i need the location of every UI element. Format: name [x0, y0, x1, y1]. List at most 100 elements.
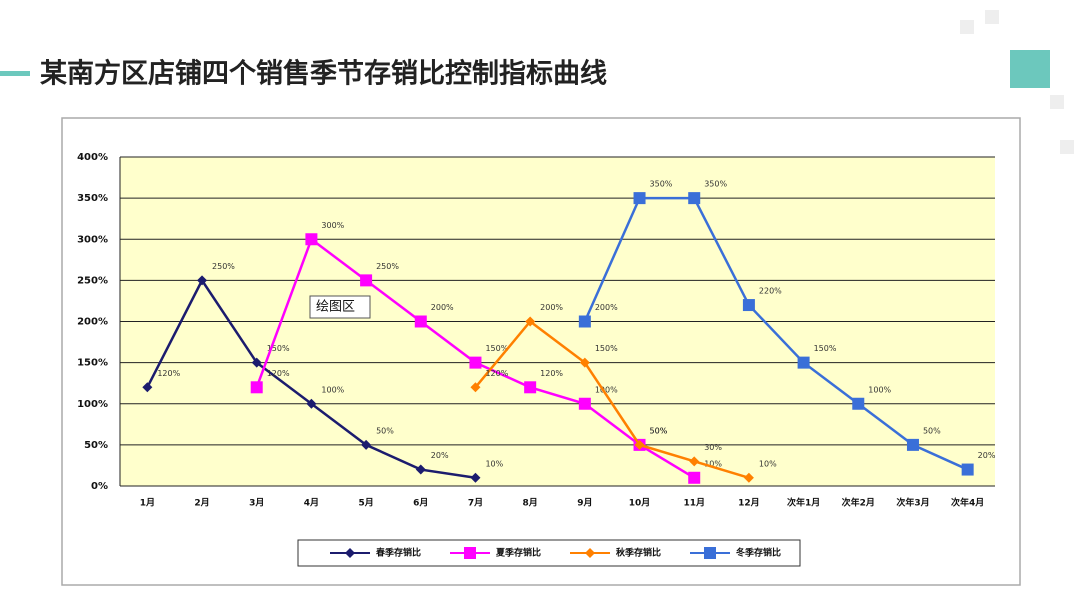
y-tick-label: 400% — [77, 152, 108, 163]
x-tick-label: 8月 — [523, 498, 538, 509]
data-label: 120% — [267, 369, 290, 378]
data-label: 200% — [540, 303, 563, 312]
data-label: 120% — [540, 369, 563, 378]
marker — [906, 438, 919, 451]
data-label: 50% — [650, 426, 668, 435]
marker — [688, 192, 701, 205]
marker — [961, 463, 974, 476]
x-tick-label: 11月 — [683, 498, 705, 509]
marker — [470, 472, 481, 483]
x-tick-label: 7月 — [468, 498, 483, 509]
marker — [797, 356, 810, 369]
marker — [464, 547, 476, 559]
data-label: 350% — [650, 180, 673, 189]
x-tick-label: 1月 — [140, 498, 155, 509]
y-tick-label: 0% — [91, 481, 108, 492]
data-label: 150% — [814, 344, 837, 353]
marker — [305, 233, 318, 246]
legend-label: 冬季存销比 — [736, 547, 781, 559]
data-label: 300% — [321, 221, 344, 230]
marker — [306, 398, 317, 409]
marker — [585, 548, 595, 558]
data-label: 150% — [267, 344, 290, 353]
marker — [743, 472, 754, 483]
decor — [1060, 140, 1074, 154]
data-label: 150% — [595, 344, 618, 353]
marker — [345, 548, 355, 558]
x-tick-label: 3月 — [249, 498, 264, 509]
x-tick-label: 次年2月 — [842, 497, 875, 509]
x-tick-label: 次年4月 — [951, 497, 984, 509]
data-label: 220% — [759, 287, 782, 296]
marker — [688, 471, 701, 484]
marker — [579, 357, 590, 368]
x-tick-label: 9月 — [577, 498, 592, 509]
decor — [985, 10, 999, 24]
marker — [250, 381, 263, 394]
series-line — [474, 319, 750, 479]
data-label: 50% — [650, 426, 668, 435]
accent-bar — [0, 71, 30, 76]
marker — [634, 439, 645, 450]
marker — [578, 315, 591, 328]
marker — [633, 192, 646, 205]
y-tick-label: 350% — [77, 193, 108, 204]
x-tick-label: 12月 — [738, 498, 760, 509]
y-tick-label: 150% — [77, 358, 108, 369]
legend-label: 秋季存销比 — [615, 547, 661, 559]
x-tick-label: 10月 — [629, 498, 651, 509]
marker — [415, 464, 426, 475]
marker — [470, 382, 481, 393]
accent-square — [1010, 50, 1050, 88]
legend-label: 春季存销比 — [375, 547, 421, 559]
marker — [742, 299, 755, 312]
marker — [360, 274, 373, 287]
data-label: 100% — [595, 385, 618, 394]
chart-title: 某南方区店铺四个销售季节存销比控制指标曲线 — [40, 58, 607, 90]
grid — [119, 156, 995, 487]
x-tick-label: 次年3月 — [896, 497, 929, 509]
data-label: 200% — [431, 303, 454, 312]
marker — [852, 397, 865, 410]
data-label: 100% — [321, 385, 344, 394]
y-tick-label: 250% — [77, 275, 108, 286]
data-label: 50% — [376, 426, 394, 435]
marker — [524, 381, 537, 394]
y-tick-label: 300% — [77, 234, 108, 245]
y-tick-label: 50% — [84, 440, 108, 451]
marker — [414, 315, 427, 328]
data-label: 120% — [157, 369, 180, 378]
y-tick-label: 100% — [77, 399, 108, 410]
legend-label: 夏季存销比 — [495, 547, 541, 559]
marker — [197, 275, 208, 286]
x-tick-label: 4月 — [304, 498, 319, 509]
marker — [469, 356, 482, 369]
marker — [704, 547, 716, 559]
series-line — [583, 196, 969, 471]
annotation: 绘图区 — [316, 300, 355, 315]
data-label: 10% — [759, 459, 777, 468]
data-label: 200% — [595, 303, 618, 312]
x-tick-label: 次年1月 — [787, 497, 820, 509]
data-label: 10% — [704, 459, 722, 468]
data-label: 30% — [704, 443, 722, 452]
data-label: 10% — [485, 459, 503, 468]
data-label: 350% — [704, 180, 727, 189]
data-label: 120% — [485, 369, 508, 378]
annotation-box — [309, 295, 371, 319]
marker — [361, 439, 372, 450]
data-label: 250% — [376, 262, 399, 271]
data-label: 250% — [212, 262, 235, 271]
x-tick-label: 5月 — [358, 498, 373, 509]
decor — [1050, 95, 1064, 109]
marker — [689, 456, 700, 467]
data-label: 20% — [431, 451, 449, 460]
x-tick-label: 6月 — [413, 498, 428, 509]
data-label: 150% — [485, 344, 508, 353]
data-label: 100% — [868, 385, 891, 394]
marker — [251, 357, 262, 368]
data-label: 20% — [978, 451, 996, 460]
y-tick-label: 200% — [77, 317, 108, 328]
data-label: 50% — [923, 426, 941, 435]
